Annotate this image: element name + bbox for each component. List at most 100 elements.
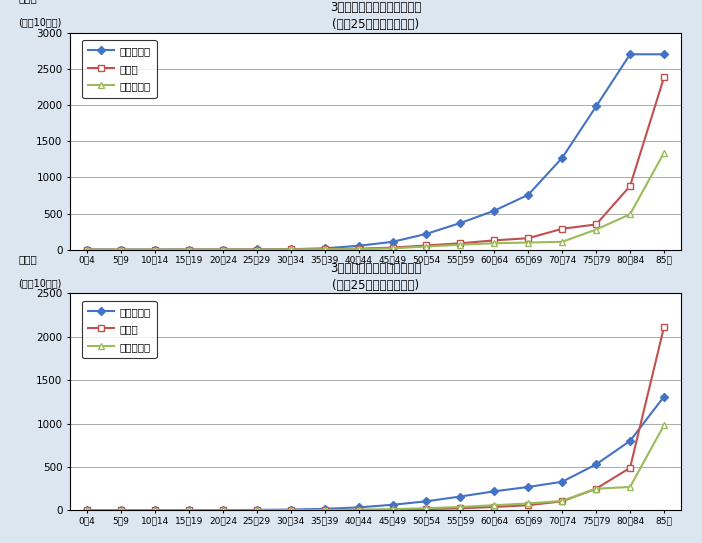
心疾患	[286, 246, 295, 252]
心疾患	[388, 507, 397, 513]
悪性新生物	[117, 507, 125, 514]
心疾患	[253, 247, 261, 253]
心疾患	[185, 247, 193, 253]
脳血管疾患	[117, 507, 125, 514]
心疾患	[117, 507, 125, 514]
悪性新生物	[388, 238, 397, 245]
悪性新生物	[490, 488, 498, 495]
悪性新生物	[218, 247, 227, 253]
Line: 脳血管疾患: 脳血管疾患	[84, 422, 668, 514]
悪性新生物	[185, 247, 193, 253]
脳血管疾患	[592, 485, 600, 492]
脳血管疾患	[456, 242, 465, 248]
心疾患	[524, 235, 532, 242]
脳血管疾患	[558, 497, 567, 504]
脳血管疾患	[490, 240, 498, 247]
悪性新生物	[524, 192, 532, 198]
脳血管疾患	[422, 505, 430, 512]
Line: 悪性新生物: 悪性新生物	[84, 52, 667, 252]
Title: 3大死因の年齢階級別死亡率
(平成25年　男　熊本県): 3大死因の年齢階級別死亡率 (平成25年 男 熊本県)	[330, 2, 421, 31]
Line: 心疾患: 心疾患	[84, 324, 668, 514]
脳血管疾患	[117, 247, 125, 253]
悪性新生物	[253, 507, 261, 513]
Title: 3大死因の年齢階級別死亡率
(平成25年　女　熊本県): 3大死因の年齢階級別死亡率 (平成25年 女 熊本県)	[330, 262, 421, 292]
心疾患	[253, 507, 261, 514]
悪性新生物	[320, 245, 329, 251]
脳血管疾患	[185, 507, 193, 514]
心疾患	[83, 507, 91, 514]
悪性新生物	[355, 243, 363, 249]
心疾患	[151, 507, 159, 514]
脳血管疾患	[151, 507, 159, 514]
心疾患	[558, 225, 567, 232]
悪性新生物	[592, 103, 600, 110]
悪性新生物	[83, 247, 91, 253]
心疾患	[490, 504, 498, 510]
脳血管疾患	[355, 507, 363, 513]
悪性新生物	[524, 484, 532, 490]
心疾患	[320, 246, 329, 252]
悪性新生物	[286, 506, 295, 513]
悪性新生物	[422, 498, 430, 504]
悪性新生物	[83, 507, 91, 514]
脳血管疾患	[490, 502, 498, 508]
脳血管疾患	[83, 507, 91, 514]
Text: 死亡率: 死亡率	[18, 254, 37, 264]
心疾患	[355, 507, 363, 513]
悪性新生物	[660, 51, 668, 58]
悪性新生物	[253, 246, 261, 252]
心疾患	[660, 74, 668, 81]
脳血管疾患	[253, 247, 261, 253]
心疾患	[151, 247, 159, 253]
Line: 脳血管疾患: 脳血管疾患	[84, 149, 668, 253]
心疾患	[558, 498, 567, 504]
心疾患	[456, 505, 465, 512]
脳血管疾患	[320, 246, 329, 252]
心疾患	[524, 502, 532, 508]
心疾患	[625, 465, 634, 471]
心疾患	[592, 221, 600, 228]
悪性新生物	[660, 393, 668, 400]
心疾患	[660, 324, 668, 330]
Text: 死亡率: 死亡率	[18, 0, 37, 3]
悪性新生物	[286, 246, 295, 252]
悪性新生物	[320, 506, 329, 512]
脳血管疾患	[456, 504, 465, 510]
脳血管疾患	[558, 238, 567, 245]
悪性新生物	[625, 438, 634, 444]
脳血管疾患	[286, 507, 295, 513]
悪性新生物	[117, 247, 125, 253]
脳血管疾患	[660, 422, 668, 428]
心疾患	[355, 245, 363, 252]
悪性新生物	[456, 220, 465, 226]
悪性新生物	[625, 51, 634, 58]
心疾患	[117, 247, 125, 253]
心疾患	[218, 507, 227, 514]
悪性新生物	[422, 231, 430, 237]
心疾患	[625, 183, 634, 190]
悪性新生物	[185, 507, 193, 514]
脳血管疾患	[524, 500, 532, 507]
心疾患	[456, 240, 465, 247]
悪性新生物	[490, 207, 498, 214]
脳血管疾患	[355, 246, 363, 252]
脳血管疾患	[253, 507, 261, 514]
脳血管疾患	[422, 243, 430, 250]
脳血管疾患	[185, 247, 193, 253]
脳血管疾患	[218, 247, 227, 253]
心疾患	[422, 506, 430, 513]
心疾患	[185, 507, 193, 514]
悪性新生物	[151, 507, 159, 514]
脳血管疾患	[625, 211, 634, 218]
心疾患	[83, 247, 91, 253]
Line: 悪性新生物: 悪性新生物	[84, 394, 667, 513]
Legend: 悪性新生物, 心疾患, 脳血管疾患: 悪性新生物, 心疾患, 脳血管疾患	[81, 301, 157, 358]
脳血管疾患	[151, 247, 159, 253]
悪性新生物	[592, 461, 600, 468]
悪性新生物	[355, 504, 363, 510]
悪性新生物	[388, 502, 397, 508]
脳血管疾患	[286, 246, 295, 252]
心疾患	[592, 485, 600, 492]
脳血管疾患	[388, 506, 397, 513]
悪性新生物	[456, 493, 465, 500]
